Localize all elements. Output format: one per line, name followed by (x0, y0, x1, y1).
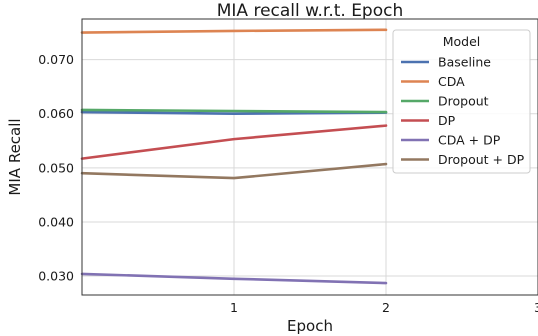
legend-label: CDA (438, 74, 465, 89)
series-line-dropout-dp (80, 162, 388, 180)
series-lines (80, 28, 388, 285)
y-tick-label: 0.050 (38, 160, 74, 175)
plot-frame (81, 18, 538, 296)
legend: Model Baseline CDA Dropout DP CDA + DP Dropou… (392, 29, 531, 174)
legend-title: Model (443, 34, 481, 49)
legend-box (392, 29, 531, 174)
chart-title: MIA recall w.r.t. Epoch (217, 1, 404, 21)
x-tick-label: 3 (534, 300, 538, 315)
x-axis-label: Epoch (287, 317, 333, 335)
y-tick-label: 0.040 (38, 214, 74, 229)
legend-label: Dropout (438, 94, 489, 109)
legend-label: Baseline (438, 55, 491, 70)
legend-label: DP (438, 113, 456, 128)
series-line-dropout (80, 108, 388, 114)
legend-label: CDA + DP (438, 133, 501, 148)
tick-labels: 1 2 3 0.030 0.040 0.050 0.060 0.070 (38, 52, 538, 315)
legend-items: Baseline CDA Dropout DP CDA + DP Dropout + DP (401, 55, 525, 167)
legend-label: Dropout + DP (438, 152, 525, 167)
x-tick-label: 1 (230, 300, 238, 315)
series-line-cda-dp (80, 272, 388, 285)
y-tick-label: 0.060 (38, 106, 74, 121)
series-line-dp (80, 124, 388, 160)
y-axis-label: MIA Recall (6, 118, 24, 195)
y-tick-label: 0.070 (38, 52, 74, 67)
y-tick-label: 0.030 (38, 269, 74, 284)
series-line-cda (80, 28, 388, 34)
x-tick-label: 2 (382, 300, 390, 315)
